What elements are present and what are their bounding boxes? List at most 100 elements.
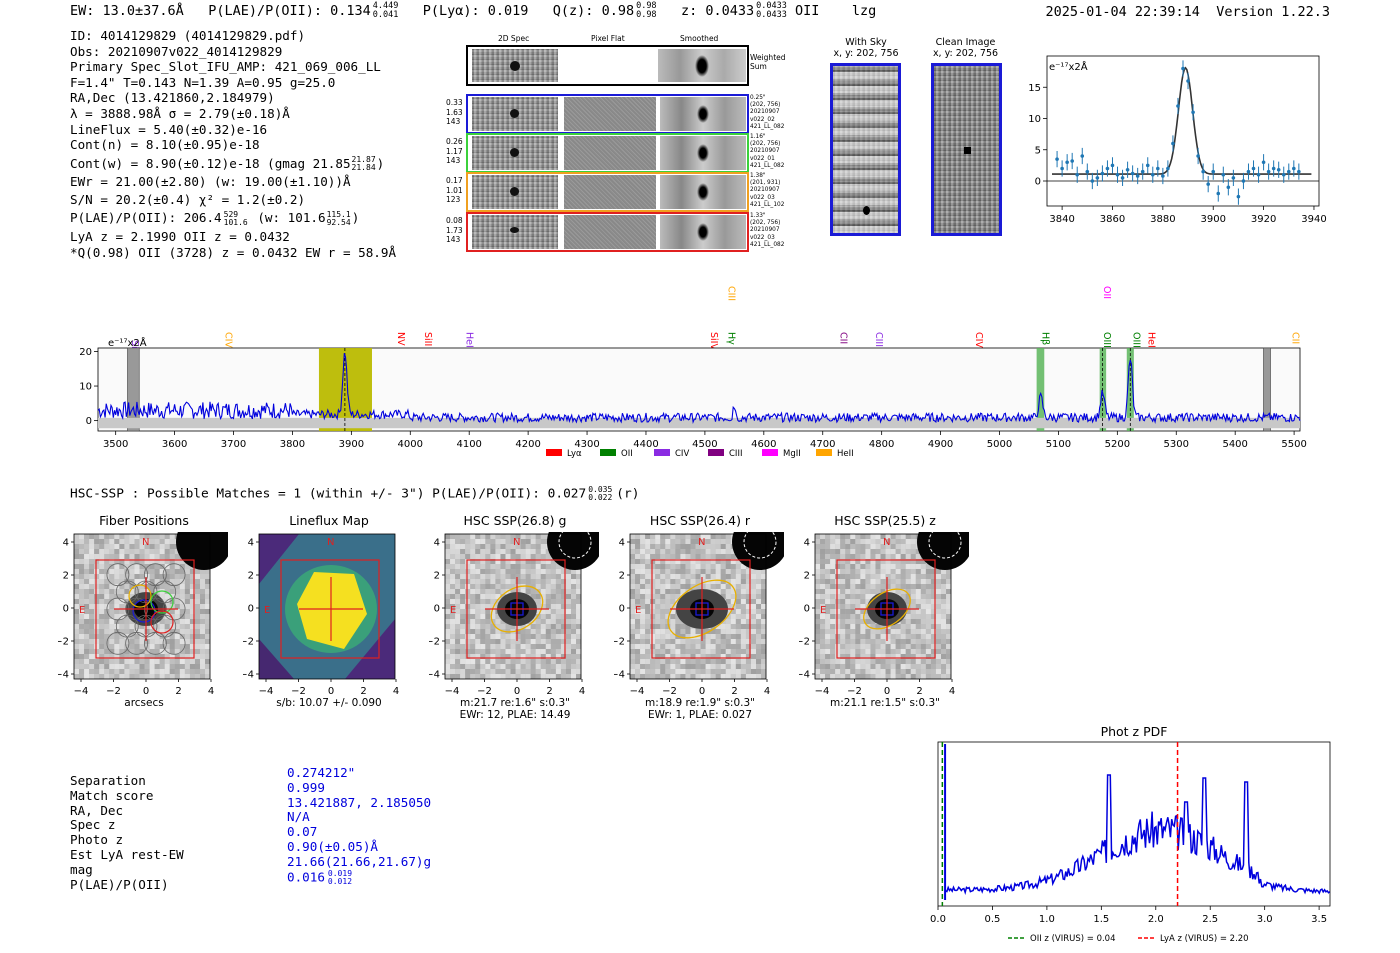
pixel <box>540 629 546 635</box>
pixel <box>520 559 526 565</box>
pixel <box>94 554 100 560</box>
pixel <box>855 574 861 580</box>
pixel <box>560 644 567 650</box>
pixel <box>820 659 826 665</box>
pixel <box>640 624 646 630</box>
pixel <box>560 604 567 610</box>
pixel <box>485 674 491 680</box>
pixel <box>635 609 641 615</box>
pixel <box>164 554 170 560</box>
pixel <box>490 534 496 540</box>
pixel <box>149 644 155 650</box>
pixel <box>761 634 767 640</box>
header-qz-lo: 0.98 <box>636 10 657 20</box>
pixel <box>910 619 916 625</box>
pixel <box>200 614 206 620</box>
pixel <box>845 584 851 590</box>
pixel <box>460 554 466 560</box>
pixel <box>89 674 95 680</box>
pixel <box>815 534 821 540</box>
pixel <box>910 604 916 610</box>
pixel <box>670 674 676 680</box>
pixel <box>144 664 150 670</box>
pixel <box>460 594 466 600</box>
pixel <box>925 644 931 650</box>
pixel <box>109 559 115 565</box>
pixel <box>745 579 752 585</box>
x-tick-label: 3600 <box>162 439 187 450</box>
pixel <box>820 554 826 560</box>
pixel <box>875 534 881 540</box>
pixel <box>109 629 115 635</box>
pixel <box>99 569 105 575</box>
match-label: P(LAE)/P(OII) <box>70 876 169 892</box>
pixel <box>149 569 155 575</box>
data-point <box>1065 160 1069 165</box>
pixel <box>860 589 866 595</box>
pixel <box>880 569 886 575</box>
pixel <box>715 534 721 540</box>
pixel <box>735 659 741 665</box>
pixel <box>490 589 496 595</box>
pixel <box>915 629 921 635</box>
fiber-2d-spec <box>472 215 558 249</box>
pixel <box>84 584 90 590</box>
pixel <box>184 639 190 645</box>
fiber-meta: (201, 931) <box>750 180 781 187</box>
pixel <box>865 619 871 625</box>
pixel <box>645 669 651 675</box>
pixel <box>670 589 676 595</box>
pixel <box>665 589 671 595</box>
fiber-meta: 1.33" <box>750 213 766 219</box>
fiber-source <box>510 227 519 233</box>
pixel <box>520 664 526 670</box>
pixel <box>725 539 731 545</box>
pixel <box>690 569 696 575</box>
pixel <box>670 659 676 665</box>
pixel <box>129 584 135 590</box>
pixel <box>545 589 551 595</box>
pixel <box>930 599 937 605</box>
fiber-meta: 0.25" <box>750 95 766 101</box>
pixel <box>855 549 861 555</box>
pixel <box>705 654 711 660</box>
pixel <box>124 584 130 590</box>
pixel <box>680 644 686 650</box>
pixel <box>635 629 641 635</box>
pixel <box>761 609 767 615</box>
fiber-smoothed <box>660 215 746 249</box>
pixel <box>650 669 656 675</box>
pixel <box>445 534 451 540</box>
pixel <box>540 649 546 655</box>
pixel <box>685 549 691 555</box>
pixel <box>200 624 206 630</box>
pixel <box>455 554 461 560</box>
pixel <box>460 589 466 595</box>
pixel <box>870 629 876 635</box>
pixel <box>510 549 516 555</box>
pixel <box>455 604 461 610</box>
pixel <box>875 544 881 550</box>
pixel <box>645 604 651 610</box>
pixel <box>94 579 100 585</box>
fiber-left-label: 0.26 1.17 143 <box>446 137 463 166</box>
pixel <box>920 634 926 640</box>
pixel <box>79 589 85 595</box>
pixel <box>530 564 536 570</box>
pixel <box>154 554 160 560</box>
pixel <box>164 544 170 550</box>
header-z-lo: 0.0433 <box>756 10 787 20</box>
pixel <box>905 569 911 575</box>
pixel <box>99 629 105 635</box>
pixel <box>690 629 696 635</box>
pixel <box>169 544 175 550</box>
pixel <box>865 664 871 670</box>
pixel <box>650 544 656 550</box>
pixel <box>915 569 921 575</box>
pixel <box>500 624 506 630</box>
pixel <box>905 664 911 670</box>
pixel <box>460 604 466 610</box>
fiber-cutout <box>466 133 749 173</box>
pixel <box>520 629 526 635</box>
pixel <box>174 559 180 565</box>
